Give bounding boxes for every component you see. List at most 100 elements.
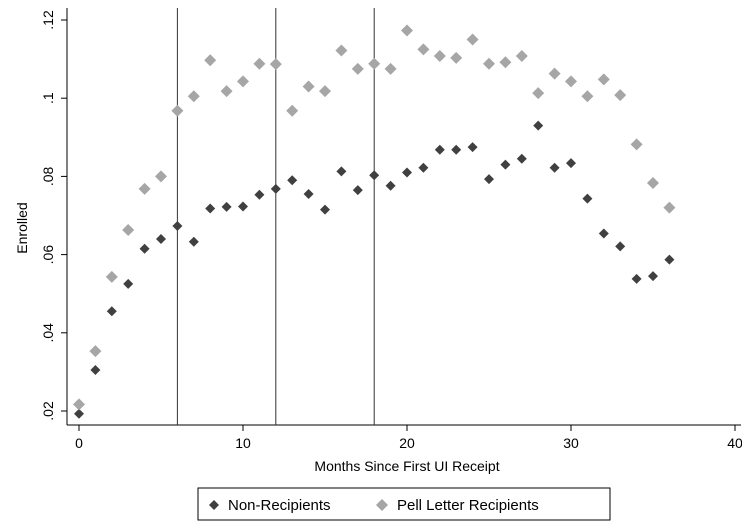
- x-tick-label: 20: [399, 435, 415, 451]
- point-non-recipients: [566, 158, 576, 169]
- point-non-recipients: [336, 166, 347, 177]
- x-tick-label: 0: [75, 435, 83, 451]
- point-non-recipients: [205, 203, 216, 214]
- point-non-recipients: [582, 193, 593, 204]
- point-non-recipients: [598, 228, 609, 239]
- y-tick-label: .04: [40, 323, 56, 343]
- point-pell-letter-recipients: [581, 90, 594, 103]
- reference-lines: [176, 8, 375, 425]
- point-pell-letter-recipients: [532, 87, 545, 100]
- point-non-recipients: [90, 364, 101, 375]
- point-pell-letter-recipients: [614, 89, 627, 102]
- point-pell-letter-recipients: [499, 56, 512, 69]
- point-non-recipients: [287, 175, 298, 186]
- point-pell-letter-recipients: [384, 62, 397, 75]
- point-pell-letter-recipients: [138, 182, 151, 195]
- y-tick-label: .1: [40, 92, 56, 104]
- point-non-recipients: [533, 120, 544, 131]
- point-non-recipients: [615, 241, 626, 252]
- point-non-recipients: [139, 243, 150, 254]
- point-non-recipients: [484, 174, 494, 185]
- y-tick-label: .06: [40, 245, 56, 265]
- point-pell-letter-recipients: [515, 49, 528, 62]
- point-pell-letter-recipients: [302, 80, 315, 93]
- x-tick-label: 40: [727, 435, 742, 451]
- point-non-recipients: [221, 201, 232, 212]
- point-pell-letter-recipients: [319, 85, 331, 98]
- y-axis: .02 .04 .06 .08 .1 .12: [40, 10, 67, 421]
- point-pell-letter-recipients: [663, 201, 676, 214]
- point-pell-letter-recipients: [286, 104, 299, 117]
- point-pell-letter-recipients: [269, 58, 282, 71]
- x-tick-label: 10: [235, 435, 251, 451]
- point-pell-letter-recipients: [253, 57, 266, 70]
- plot-frame: [66, 8, 741, 426]
- point-non-recipients: [352, 185, 363, 196]
- point-non-recipients: [369, 170, 380, 181]
- point-non-recipients: [500, 159, 511, 170]
- point-non-recipients: [402, 167, 412, 178]
- legend-box: [197, 487, 611, 521]
- point-pell-letter-recipients: [204, 54, 217, 67]
- point-pell-letter-recipients: [351, 62, 364, 75]
- point-non-recipients: [451, 144, 462, 155]
- data-points: [73, 24, 676, 419]
- point-pell-letter-recipients: [630, 138, 643, 151]
- point-pell-letter-recipients: [155, 170, 167, 183]
- point-pell-letter-recipients: [647, 177, 659, 190]
- point-non-recipients: [385, 180, 396, 191]
- point-non-recipients: [516, 153, 527, 164]
- point-pell-letter-recipients: [73, 398, 85, 411]
- point-pell-letter-recipients: [466, 33, 479, 46]
- y-tick-label: .12: [40, 10, 56, 30]
- legend: Non-Recipients Pell Letter Recipients: [197, 487, 611, 521]
- point-pell-letter-recipients: [105, 270, 118, 283]
- point-pell-letter-recipients: [417, 43, 430, 56]
- y-tick-label: .02: [40, 401, 56, 421]
- legend-label-non-recipients: Non-Recipients: [228, 497, 331, 514]
- point-non-recipients: [664, 254, 675, 265]
- legend-marker-non-recipients: [209, 500, 219, 510]
- point-pell-letter-recipients: [450, 51, 463, 64]
- x-tick-label: 30: [563, 435, 579, 451]
- point-pell-letter-recipients: [565, 75, 577, 88]
- point-non-recipients: [254, 189, 265, 200]
- point-pell-letter-recipients: [335, 44, 348, 57]
- point-non-recipients: [467, 142, 478, 153]
- point-pell-letter-recipients: [220, 85, 233, 98]
- point-non-recipients: [106, 306, 117, 317]
- point-non-recipients: [549, 162, 560, 173]
- point-non-recipients: [434, 144, 445, 155]
- point-pell-letter-recipients: [433, 49, 446, 62]
- point-non-recipients: [156, 233, 166, 244]
- legend-marker-pell-letter-recipients: [376, 499, 388, 511]
- point-non-recipients: [238, 201, 248, 212]
- point-pell-letter-recipients: [89, 345, 102, 358]
- point-non-recipients: [172, 221, 183, 232]
- point-non-recipients: [631, 273, 642, 284]
- point-pell-letter-recipients: [237, 75, 249, 88]
- point-non-recipients: [270, 183, 281, 194]
- point-pell-letter-recipients: [483, 57, 495, 70]
- point-non-recipients: [123, 278, 134, 289]
- legend-label-pell-letter-recipients: Pell Letter Recipients: [397, 497, 539, 514]
- y-tick-label: .08: [40, 166, 56, 186]
- y-axis-title: Enrolled: [14, 202, 30, 253]
- x-axis: 0 10 20 30 40: [75, 425, 742, 451]
- point-pell-letter-recipients: [368, 57, 381, 70]
- point-non-recipients: [648, 271, 658, 282]
- point-non-recipients: [418, 162, 429, 173]
- point-non-recipients: [188, 236, 199, 247]
- point-pell-letter-recipients: [401, 24, 413, 37]
- point-pell-letter-recipients: [548, 67, 561, 80]
- point-pell-letter-recipients: [122, 223, 135, 236]
- point-pell-letter-recipients: [171, 104, 184, 117]
- point-pell-letter-recipients: [187, 90, 200, 103]
- point-pell-letter-recipients: [597, 73, 610, 86]
- point-non-recipients: [74, 408, 84, 419]
- x-axis-title: Months Since First UI Receipt: [314, 458, 499, 474]
- point-non-recipients: [303, 188, 314, 199]
- point-non-recipients: [320, 204, 330, 215]
